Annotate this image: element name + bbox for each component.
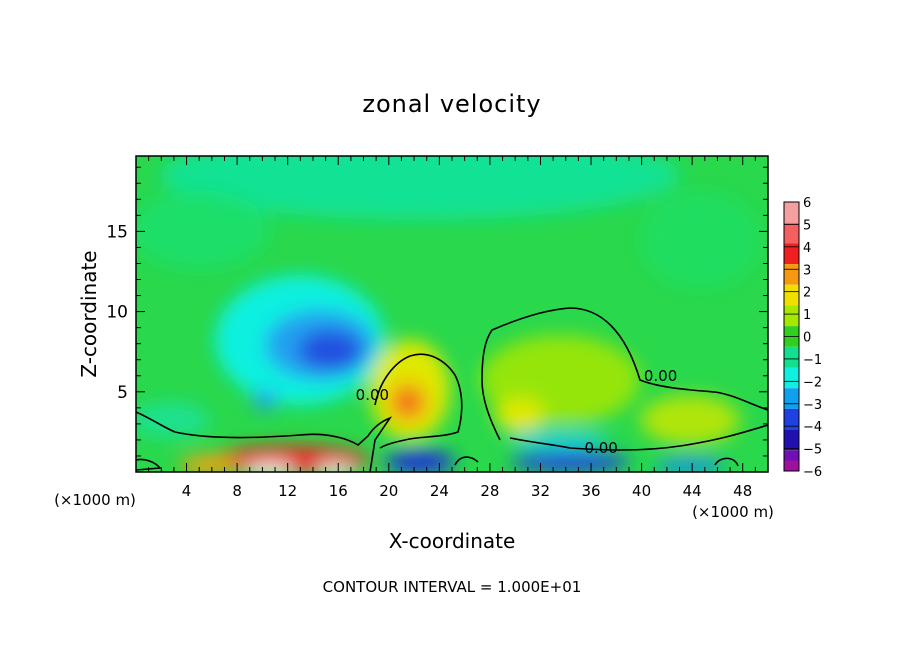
x-tick-label: 12 bbox=[278, 482, 297, 500]
field-blob-surface-white bbox=[245, 464, 295, 472]
x-tick-label: 28 bbox=[480, 482, 499, 500]
x-axis: 4 8 12 16 20 24 28 32 36 40 44 48 bbox=[148, 156, 756, 500]
field-blob-surface-orange bbox=[180, 455, 240, 472]
zero-contour-surface-left bbox=[136, 458, 162, 471]
contour-interval-footer: CONTOUR INTERVAL = 1.000E+01 bbox=[323, 578, 582, 596]
x-tick-label: 44 bbox=[683, 482, 702, 500]
x-tick-label: 20 bbox=[379, 482, 398, 500]
chart-title: zonal velocity bbox=[362, 90, 541, 118]
colorbar-label: 3 bbox=[803, 263, 811, 278]
colorbar-label: 0 bbox=[803, 331, 811, 346]
colorbar-swatch bbox=[784, 346, 799, 368]
field-blob-right-yellow bbox=[640, 395, 740, 445]
x-tick-label: 16 bbox=[329, 482, 348, 500]
x-tick-label: 8 bbox=[232, 482, 242, 500]
colorbar-swatch bbox=[784, 222, 799, 244]
x-tick-label: 32 bbox=[531, 482, 550, 500]
contour-label: 0.00 bbox=[644, 367, 677, 385]
field-blob-surface-blue-3 bbox=[655, 458, 725, 472]
field-blob-upper-left bbox=[136, 190, 270, 270]
zero-contours bbox=[136, 307, 768, 472]
x-tick-label: 48 bbox=[733, 482, 752, 500]
field-blob-upper-cyan bbox=[160, 156, 680, 220]
field-blob-surface-white-2 bbox=[315, 465, 355, 472]
colorbar-label: −6 bbox=[803, 465, 822, 480]
colorbar-label: −3 bbox=[803, 398, 822, 413]
field-blob-right-upper bbox=[640, 190, 760, 290]
colorbar-label: −1 bbox=[803, 353, 822, 368]
y-axis: 5 10 15 bbox=[106, 166, 768, 457]
y-tick-label: 5 bbox=[117, 383, 128, 403]
colorbar-label: 6 bbox=[803, 196, 811, 211]
field-blob-mid-yellow-2 bbox=[495, 397, 545, 433]
field-blob-surface-cyan bbox=[510, 430, 610, 450]
colorbar-swatch bbox=[784, 264, 799, 285]
x-units-left: (×1000 m) bbox=[54, 491, 136, 509]
colorbar-swatch bbox=[784, 243, 799, 265]
colorbar: 6 5 4 3 2 1 0 −1 −2 −3 −4 −5 −6 bbox=[783, 196, 822, 480]
contour-labels: 0.00 0.00 0.00 bbox=[356, 367, 678, 457]
colorbar-label: −4 bbox=[803, 420, 822, 435]
colorbar-label: 5 bbox=[803, 218, 811, 233]
field-blob-small-blue bbox=[253, 390, 277, 410]
x-tick-label: 4 bbox=[182, 482, 192, 500]
zero-contour-left bbox=[136, 411, 393, 472]
x-tick-label: 24 bbox=[430, 482, 449, 500]
colorbar-label: −5 bbox=[803, 443, 822, 458]
contour-label: 0.00 bbox=[356, 386, 389, 404]
x-units-right: (×1000 m) bbox=[692, 503, 774, 521]
field-blob-blue-core bbox=[298, 330, 362, 370]
y-tick-label: 15 bbox=[106, 222, 128, 242]
colorbar-label: 4 bbox=[803, 241, 811, 256]
zero-contour-arc bbox=[481, 307, 768, 441]
zero-contour-lower bbox=[509, 424, 768, 451]
colorbar-label: −2 bbox=[803, 375, 822, 390]
y-tick-label: 10 bbox=[106, 303, 128, 323]
field-blob-red bbox=[399, 393, 417, 411]
colorbar-swatch-extra bbox=[784, 460, 799, 471]
field-blob-surface-blue bbox=[385, 450, 455, 472]
colorbar-swatch bbox=[784, 284, 799, 306]
colorbar-swatch bbox=[784, 429, 799, 451]
zero-contour-bubble bbox=[374, 353, 463, 449]
x-tick-label: 36 bbox=[581, 482, 600, 500]
field-blob-lower-left-cyan bbox=[136, 402, 210, 438]
contour-label: 0.00 bbox=[584, 439, 617, 457]
zero-contour-surface-right bbox=[454, 456, 739, 467]
colorbar-label: 1 bbox=[803, 308, 811, 323]
colorbar-swatch bbox=[784, 388, 799, 409]
y-axis-label: Z-coordinate bbox=[77, 250, 101, 377]
x-tick-label: 40 bbox=[632, 482, 651, 500]
colorbar-swatch bbox=[784, 305, 799, 327]
colorbar-swatch bbox=[784, 367, 799, 389]
plot-area bbox=[136, 156, 768, 472]
velocity-field bbox=[136, 156, 760, 472]
colorbar-swatch bbox=[784, 408, 799, 430]
x-axis-label: X-coordinate bbox=[389, 529, 516, 553]
colorbar-label: 2 bbox=[803, 286, 811, 301]
colorbar-swatch bbox=[784, 202, 799, 223]
